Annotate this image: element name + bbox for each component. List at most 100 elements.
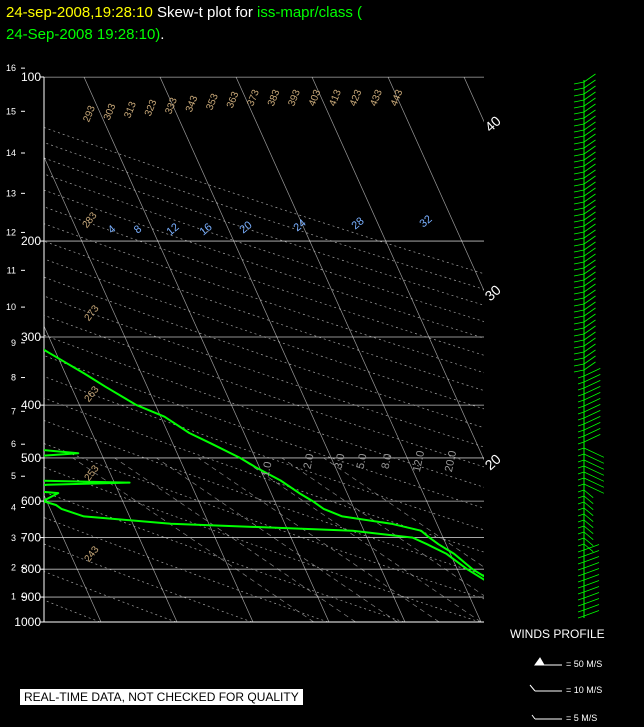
- wind-barb-flag: [577, 417, 585, 421]
- wind-barb-flag: [577, 519, 585, 523]
- wind-barb: [583, 343, 596, 353]
- wind-barb-flag: [577, 387, 585, 391]
- dry-adiabat: [44, 127, 484, 275]
- quality-notice: REAL-TIME DATA, NOT CHECKED FOR QUALITY: [20, 689, 303, 705]
- wind-barb: [583, 97, 596, 107]
- wind-barb: [583, 235, 596, 245]
- wind-barb: [583, 217, 596, 227]
- mixing-ratio-label: 8: [132, 223, 144, 236]
- mixing-ratio-label: 12: [165, 221, 182, 238]
- mixing-ratio-label: 24: [292, 217, 309, 234]
- isotherm-right-label: 20: [482, 451, 504, 473]
- dry-adiabat: [44, 189, 484, 339]
- wind-barb: [583, 380, 601, 389]
- wind-barb-flag: [577, 549, 585, 553]
- height-tick-label: 14: [6, 148, 16, 158]
- wind-barb: [583, 139, 596, 149]
- wind-barb-flag: [577, 585, 585, 589]
- dry-adiabat: [44, 355, 484, 509]
- wind-barb-flag: [573, 369, 585, 373]
- wind-barb: [583, 151, 596, 161]
- wind-barb: [583, 428, 601, 437]
- dry-adiabat: [44, 295, 484, 448]
- wind-barb-flag: [573, 153, 585, 157]
- wind-barb: [583, 91, 596, 101]
- dry-adiabat: [44, 397, 484, 553]
- height-tick-label: 13: [6, 188, 16, 198]
- wind-barb-flag: [573, 237, 585, 241]
- wind-barb: [583, 187, 596, 197]
- wind-barb: [583, 416, 601, 425]
- wind-barb-flag: [577, 411, 585, 415]
- isotherm-right-label: 30: [482, 282, 504, 304]
- wind-barb-flag: [573, 147, 585, 151]
- wind-barb: [583, 169, 596, 179]
- theta-label: 413: [327, 88, 344, 108]
- pressure-tick-label: 500: [21, 451, 41, 465]
- theta-label: 253: [83, 463, 102, 483]
- wind-barb: [583, 471, 605, 482]
- theta-label: 323: [143, 98, 160, 118]
- dry-adiabat: [44, 420, 484, 576]
- dry-adiabat: [44, 334, 484, 488]
- title-dot: .: [160, 26, 165, 43]
- wind-barb: [583, 355, 596, 365]
- wind-barb: [583, 313, 596, 323]
- wind-barb-flag: [573, 171, 585, 175]
- theta-label: 443: [389, 88, 406, 108]
- wind-barb-flag: [573, 111, 585, 115]
- theta-label: 283: [81, 210, 100, 230]
- moist-label: 8.0: [380, 453, 395, 470]
- wind-barb: [583, 562, 600, 569]
- wind-barb: [583, 598, 600, 605]
- dewpoint-line: [44, 449, 484, 581]
- wind-barb: [583, 193, 596, 203]
- wind-barb: [583, 319, 596, 329]
- wind-barb: [583, 544, 600, 551]
- wind-barb: [583, 247, 596, 257]
- wind-barb-flag: [573, 315, 585, 319]
- wind-barb: [583, 103, 596, 113]
- wind-barb: [583, 361, 596, 371]
- wind-barb: [583, 277, 596, 287]
- mixing-ratio-label: 32: [418, 213, 435, 230]
- wind-barb-flag: [573, 261, 585, 265]
- mixing-ratio-line: [198, 457, 440, 622]
- wind-barb-flag: [573, 207, 585, 211]
- wind-barb: [583, 211, 596, 221]
- wind-barb-flag: [573, 135, 585, 139]
- wind-barb: [583, 531, 594, 541]
- dry-adiabat: [44, 240, 484, 391]
- height-tick-label: 12: [6, 227, 16, 237]
- mixing-ratio-label: 16: [198, 221, 215, 238]
- wind-barb: [583, 495, 594, 505]
- wind-barb: [583, 580, 600, 587]
- theta-label: 243: [83, 544, 102, 564]
- wind-barb: [583, 181, 596, 191]
- pressure-tick-label: 200: [21, 234, 41, 248]
- wind-barb-flag: [573, 159, 585, 163]
- isotherm-line: [83, 77, 330, 622]
- theta-label: 343: [184, 94, 201, 114]
- pressure-tick-label: 700: [21, 531, 41, 545]
- wind-barb-flag: [577, 531, 585, 535]
- wind-barb: [583, 568, 600, 575]
- wind-barb-flag: [573, 165, 585, 169]
- mixing-ratio-line: [323, 457, 484, 568]
- theta-label: 423: [348, 88, 365, 108]
- wind-barb-flag: [577, 381, 585, 385]
- wind-barb-flag: [577, 597, 585, 601]
- wind-key-10: = 10 M/S: [566, 685, 603, 695]
- temperature-line: [44, 348, 484, 578]
- theta-label: 393: [286, 88, 303, 108]
- wind-barb: [583, 501, 594, 511]
- theta-label: 333: [163, 96, 180, 116]
- wind-barb: [583, 331, 596, 341]
- wind-barb-flag: [577, 591, 585, 595]
- wind-barb-flag: [577, 501, 585, 505]
- wind-barb: [583, 574, 600, 581]
- theta-label: 383: [266, 88, 283, 108]
- height-tick-label: 1: [11, 592, 16, 602]
- title-time: 24-sep-2008,19:28:10: [6, 4, 153, 21]
- isotherm-line: [540, 77, 644, 622]
